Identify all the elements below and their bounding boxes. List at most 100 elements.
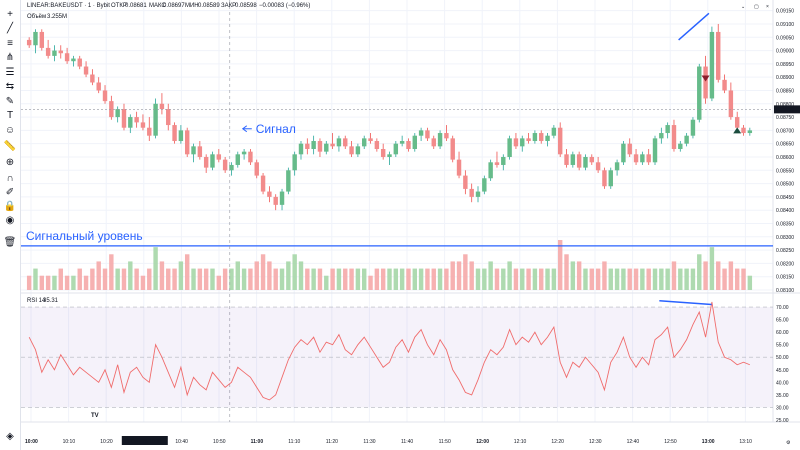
volume-bar bbox=[128, 261, 133, 290]
trash-icon[interactable]: 🗑 bbox=[3, 237, 17, 248]
time-tick-label: 11:00 bbox=[251, 439, 264, 445]
candle-body bbox=[330, 143, 335, 147]
price-tick-label: 0.08800 bbox=[776, 102, 794, 108]
text-icon[interactable]: T bbox=[6, 110, 14, 121]
volume-bar bbox=[437, 268, 443, 290]
candle-body bbox=[564, 154, 569, 165]
chart-canvas[interactable]: Сигнальный уровень 0.08779 0.09150 0.09100 0… bbox=[21, 0, 800, 450]
candle-body bbox=[614, 162, 620, 171]
candle-body bbox=[203, 156, 209, 168]
volume-bar bbox=[349, 268, 354, 290]
price-tick-label: 0.08500 bbox=[776, 182, 794, 188]
volume-bar bbox=[26, 275, 32, 290]
volume-bar bbox=[254, 261, 259, 290]
candle-body bbox=[652, 138, 658, 163]
candle-body bbox=[741, 127, 746, 134]
candle-body bbox=[254, 162, 259, 176]
layers-icon[interactable]: ◈ bbox=[6, 431, 14, 442]
time-tick-label: 13:10 bbox=[739, 439, 752, 445]
candle-body bbox=[450, 138, 455, 160]
volume-bar bbox=[355, 268, 361, 290]
ohlc-o-val: 0.08681 bbox=[125, 3, 147, 9]
candle-body bbox=[166, 109, 171, 126]
volume-bar bbox=[697, 254, 702, 290]
volume-bar bbox=[77, 268, 82, 290]
candle-body bbox=[128, 117, 133, 128]
volume-bar bbox=[115, 268, 120, 290]
ohlc-change: −0.00083 (−0.96%) bbox=[259, 3, 310, 9]
price-tick-label: 0.09100 bbox=[776, 22, 794, 28]
time-tick-label: 10:20 bbox=[100, 439, 113, 445]
volume-bar bbox=[83, 275, 89, 290]
last-price-badge bbox=[774, 105, 800, 114]
volume-bar bbox=[469, 261, 474, 290]
rsi-tick-label: 60.00 bbox=[776, 330, 789, 336]
candle-body bbox=[747, 130, 753, 134]
volume-bar bbox=[665, 268, 670, 290]
volume-bar bbox=[311, 268, 316, 290]
trend-line-icon[interactable]: ╱ bbox=[6, 23, 14, 34]
horizontal-lines-icon[interactable]: ≡ bbox=[7, 38, 13, 49]
settings-gear-icon[interactable]: ⚙ bbox=[786, 440, 791, 446]
brush-icon[interactable]: ✎ bbox=[5, 96, 15, 107]
close-pane-icon[interactable]: × bbox=[766, 4, 769, 10]
candle-body bbox=[640, 154, 645, 163]
collapse-icon[interactable]: ⌄ bbox=[741, 4, 745, 10]
volume-bar bbox=[153, 247, 158, 290]
candle-body bbox=[671, 125, 677, 149]
candle-body bbox=[602, 170, 607, 187]
candle-body bbox=[191, 146, 196, 155]
fib-icon[interactable]: ☰ bbox=[5, 67, 15, 78]
candle-body bbox=[235, 154, 240, 165]
pitchfork-icon[interactable]: ⋔ bbox=[5, 52, 15, 63]
volume-bar bbox=[336, 268, 342, 290]
signal-arrowhead-icon bbox=[241, 125, 248, 133]
volume-bar bbox=[178, 261, 184, 290]
candle-body bbox=[532, 133, 538, 142]
candle-body bbox=[627, 143, 632, 155]
volume-bar bbox=[627, 268, 632, 290]
candle-body bbox=[526, 138, 531, 142]
lock-icon[interactable]: 🔒 bbox=[3, 201, 17, 212]
volume-bar bbox=[109, 254, 114, 290]
volume-bar bbox=[406, 268, 411, 290]
volume-bar bbox=[570, 261, 576, 290]
volume-bar bbox=[614, 268, 620, 290]
time-tick-label: 11:50 bbox=[439, 439, 451, 445]
candle-body bbox=[140, 122, 146, 128]
eye-icon[interactable]: ◉ bbox=[5, 215, 15, 226]
volume-bar bbox=[166, 268, 171, 290]
ruler-icon[interactable]: 📏 bbox=[3, 141, 17, 152]
candle-body bbox=[551, 127, 557, 136]
volume-bar bbox=[431, 268, 436, 290]
volume-label: Объём bbox=[27, 14, 46, 20]
candle-body bbox=[317, 141, 323, 152]
price-tick-label: 0.08950 bbox=[776, 62, 794, 68]
zoom-icon[interactable]: ⊕ bbox=[5, 157, 15, 168]
time-tick-label: 11:10 bbox=[288, 439, 300, 445]
candle-body bbox=[343, 138, 348, 147]
volume-bar bbox=[393, 268, 399, 290]
maximize-icon[interactable]: ▢ bbox=[754, 4, 759, 10]
candle-body bbox=[115, 109, 120, 118]
volume-bar bbox=[520, 268, 525, 290]
candle-body bbox=[197, 146, 203, 157]
volume-bar bbox=[362, 268, 367, 290]
volume-bar bbox=[501, 268, 506, 290]
volume-bar bbox=[444, 268, 449, 290]
volume-bar bbox=[494, 268, 500, 290]
emoji-icon[interactable]: ☺ bbox=[4, 125, 16, 136]
crosshair-icon[interactable]: + bbox=[7, 9, 13, 20]
magnet-icon[interactable]: ∩ bbox=[6, 173, 14, 184]
candle-body bbox=[437, 133, 443, 147]
candle-body bbox=[570, 154, 576, 165]
rsi-line bbox=[28, 301, 751, 401]
lock-draw-icon[interactable]: ✐ bbox=[5, 187, 15, 198]
volume-bar bbox=[374, 268, 380, 290]
projection-icon[interactable]: ⇆ bbox=[5, 81, 15, 92]
volume-bar bbox=[488, 261, 493, 290]
candle-body bbox=[507, 138, 512, 157]
volume-bar bbox=[39, 275, 45, 290]
candle-body bbox=[355, 146, 361, 155]
volume-bar bbox=[532, 268, 538, 290]
